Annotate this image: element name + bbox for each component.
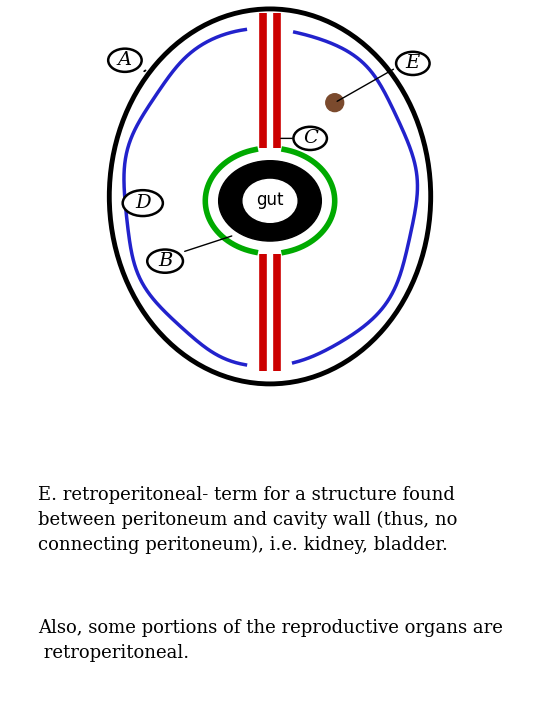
Ellipse shape: [123, 190, 163, 216]
Text: E. retroperitoneal- term for a structure found
between peritoneum and cavity wal: E. retroperitoneal- term for a structure…: [38, 485, 457, 554]
Circle shape: [326, 94, 343, 112]
Ellipse shape: [293, 127, 327, 150]
Ellipse shape: [147, 250, 183, 273]
Text: gut: gut: [256, 191, 284, 209]
Text: C: C: [303, 130, 318, 148]
Ellipse shape: [219, 161, 321, 241]
Text: A: A: [118, 51, 132, 69]
Text: B: B: [158, 252, 172, 270]
Ellipse shape: [108, 49, 141, 72]
Text: Also, some portions of the reproductive organs are
 retroperitoneal.: Also, some portions of the reproductive …: [38, 618, 503, 662]
Ellipse shape: [396, 52, 430, 75]
Text: D: D: [135, 194, 151, 212]
Ellipse shape: [243, 179, 297, 222]
Text: E: E: [406, 55, 420, 73]
